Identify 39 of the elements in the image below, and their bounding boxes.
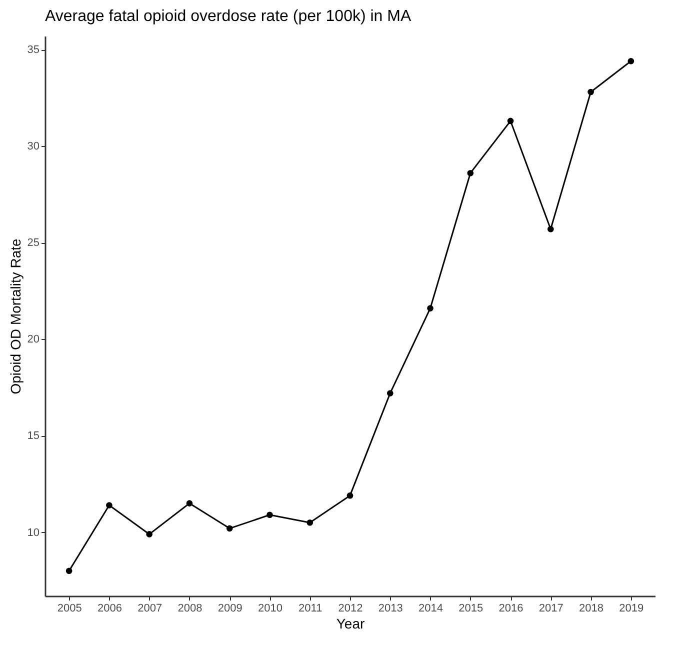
x-tick-label: 2017 [538, 602, 564, 614]
x-tick-label: 2011 [298, 602, 322, 614]
point [66, 568, 72, 574]
point [306, 519, 314, 526]
x-tick-label: 2006 [97, 602, 122, 614]
x-tick-label: 2009 [218, 602, 242, 614]
x-tick-label: 2005 [57, 602, 82, 614]
point [628, 58, 634, 64]
x-tick-label: 2015 [458, 602, 484, 614]
y-tick-label: 30 [27, 140, 40, 153]
y-tick-label: 10 [27, 526, 40, 539]
x-tick-label: 2010 [258, 602, 282, 614]
point [467, 170, 474, 176]
y-tick-label: 20 [27, 334, 40, 346]
y-tick-label: 35 [27, 44, 40, 56]
y-tick-label: 25 [27, 237, 40, 250]
x-tick-label: 2014 [418, 602, 444, 614]
point [186, 500, 193, 506]
y-tick-label: 15 [27, 430, 40, 442]
x-tick-label: 2012 [338, 602, 363, 614]
x-axis-title: Year [336, 616, 365, 632]
point [106, 502, 112, 508]
x-tick-label: 2019 [619, 602, 644, 614]
x-tick-label: 2013 [378, 602, 403, 614]
point [266, 512, 273, 518]
point [427, 305, 434, 312]
point [386, 390, 394, 396]
point [588, 88, 594, 96]
x-tick-label: 2007 [138, 602, 162, 614]
y-axis-title: Opioid OD Mortality Rate [7, 238, 24, 394]
point [146, 531, 153, 538]
point [547, 226, 554, 232]
x-tick-label: 2018 [579, 602, 604, 614]
x-tick-label: 2016 [498, 602, 524, 614]
point [226, 525, 233, 532]
point [346, 492, 354, 499]
chart-title: Average fatal opioid overdose rate (per 100k) in MA [45, 8, 412, 25]
x-tick-label: 2008 [178, 602, 202, 614]
point [507, 118, 514, 124]
